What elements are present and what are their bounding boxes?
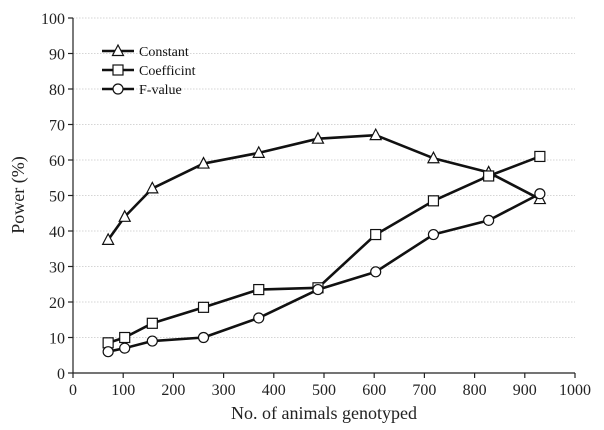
data-point-coefficint	[483, 170, 495, 182]
legend-item-constant: Constant	[102, 43, 189, 60]
x-tick-label: 900	[513, 382, 537, 399]
data-point-coefficint	[427, 195, 440, 207]
data-point-constant	[252, 145, 266, 158]
legend-swatch-marker	[112, 83, 124, 95]
data-point-constant	[145, 181, 159, 194]
legend-item-f-value: F-value	[102, 83, 182, 98]
series-line-f-value	[107, 192, 541, 353]
data-point-coefficint	[146, 317, 158, 329]
legend-item-coefficint: Coefficint	[102, 64, 196, 79]
x-tick-label: 500	[312, 382, 336, 399]
data-point-f-value	[483, 214, 495, 226]
x-tick-label: 800	[463, 382, 487, 399]
y-tick-label: 50	[49, 189, 65, 206]
series	[101, 127, 547, 358]
x-tick-label: 200	[161, 382, 185, 399]
series-line-constant	[107, 133, 541, 241]
x-tick-label: 100	[111, 382, 135, 399]
y-tick-label: 90	[49, 47, 65, 64]
y-axis-title: Power (%)	[8, 156, 29, 233]
data-point-f-value	[370, 266, 382, 278]
data-point-f-value	[119, 342, 131, 354]
data-point-f-value	[534, 188, 546, 200]
data-point-constant	[311, 131, 325, 144]
legend-label: Constant	[139, 45, 189, 60]
data-point-f-value	[253, 312, 265, 324]
data-point-constant	[118, 209, 132, 222]
y-tick-label: 30	[49, 260, 65, 277]
legend-swatch-marker	[111, 43, 125, 57]
legend-label: F-value	[139, 83, 182, 98]
data-point-coefficint	[370, 228, 382, 241]
x-tick-label: 400	[262, 382, 286, 399]
y-tick-label: 80	[49, 82, 65, 99]
legend: Constant Coefficint F-value	[102, 43, 196, 98]
data-point-constant	[426, 150, 440, 164]
legend-swatch-marker	[112, 64, 124, 76]
y-tick-label: 10	[49, 331, 65, 348]
y-tick-label: 70	[49, 118, 65, 135]
data-point-f-value	[312, 283, 324, 296]
data-point-constant	[197, 156, 211, 169]
x-tick-label: 1000	[559, 382, 591, 399]
data-point-f-value	[102, 346, 114, 358]
data-point-coefficint	[253, 283, 265, 296]
series-coefficint	[102, 150, 546, 349]
x-tick-label: 600	[362, 382, 386, 399]
series-f-value	[102, 188, 546, 358]
data-point-constant	[369, 127, 383, 141]
x-axis-title: No. of animals genotyped	[231, 403, 417, 423]
y-ticks: 0 10 20 30 40 50 60 70 80 90 100	[41, 11, 73, 383]
y-tick-label: 20	[49, 295, 65, 312]
x-tick-label: 700	[412, 382, 436, 399]
x-ticks: 0 100 200 300 400 500 600 700 800 900 1000	[69, 373, 591, 399]
x-tick-label: 0	[69, 382, 77, 399]
y-tick-label: 40	[49, 224, 65, 241]
grid-lines	[73, 17, 575, 338]
series-line-coefficint	[107, 155, 541, 345]
y-tick-label: 60	[49, 153, 65, 170]
series-constant	[101, 127, 547, 245]
y-tick-label: 0	[57, 366, 65, 383]
data-point-coefficint	[534, 150, 546, 163]
data-point-coefficint	[197, 301, 210, 313]
x-tick-label: 300	[212, 382, 236, 399]
data-point-coefficint	[119, 331, 131, 344]
data-point-f-value	[146, 335, 158, 347]
y-tick-label: 100	[41, 11, 65, 28]
data-point-f-value	[427, 228, 440, 241]
data-point-constant	[101, 232, 115, 245]
legend-label: Coefficint	[139, 64, 196, 79]
data-point-f-value	[197, 331, 210, 344]
